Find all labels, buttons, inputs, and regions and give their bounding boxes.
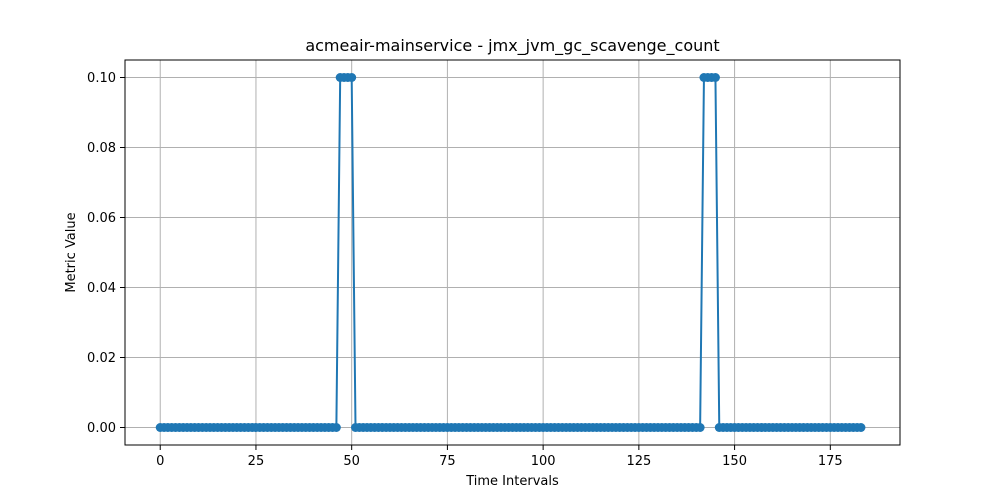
x-axis-ticks: 0 25 50 75 100 125 150 175 <box>156 445 843 469</box>
x-tick-label: 75 <box>439 454 456 469</box>
series-layer <box>155 73 866 432</box>
y-tick-label: 0.10 <box>87 71 116 86</box>
x-tick-label: 0 <box>156 454 164 469</box>
chart-title: acmeair-mainservice - jmx_jvm_gc_scaveng… <box>305 36 719 56</box>
data-point <box>347 73 357 82</box>
y-axis-title: Metric Value <box>64 212 79 292</box>
data-point <box>710 73 720 82</box>
x-tick-label: 100 <box>531 454 556 469</box>
x-tick-label: 175 <box>818 454 843 469</box>
x-tick-label: 125 <box>626 454 651 469</box>
x-tick-label: 150 <box>722 454 747 469</box>
y-tick-label: 0.00 <box>87 421 116 436</box>
plot-frame <box>124 59 901 446</box>
y-axis-ticks: 0.00 0.02 0.04 0.06 0.08 0.10 <box>87 71 125 436</box>
x-axis-title: Time Intervals <box>465 474 559 489</box>
data-point <box>856 423 866 432</box>
y-tick-label: 0.08 <box>87 141 116 156</box>
y-tick-label: 0.02 <box>87 351 116 366</box>
x-tick-label: 50 <box>343 454 360 469</box>
x-tick-label: 25 <box>248 454 265 469</box>
y-tick-label: 0.06 <box>87 211 116 226</box>
data-point <box>331 423 341 432</box>
data-point <box>695 423 705 432</box>
y-tick-label: 0.04 <box>87 281 116 296</box>
